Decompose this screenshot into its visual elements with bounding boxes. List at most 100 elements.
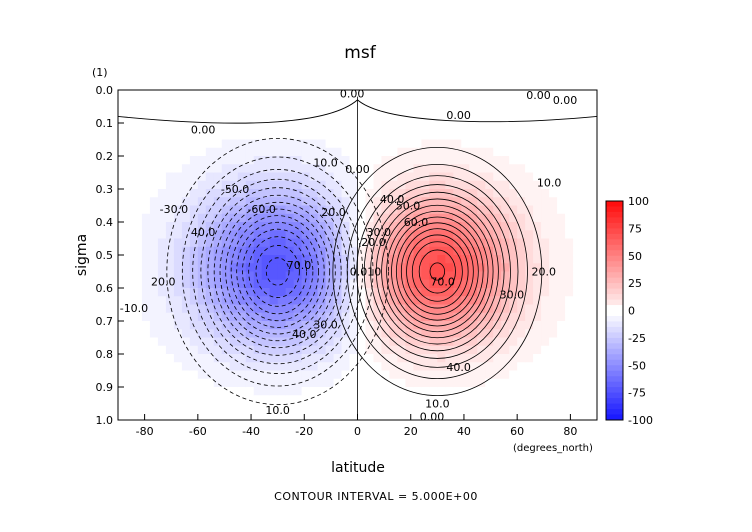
field-cell — [261, 271, 271, 281]
field-cell — [157, 321, 167, 330]
field-cell — [301, 139, 311, 149]
field-cell — [581, 378, 590, 388]
field-cell — [213, 139, 223, 149]
field-cell — [118, 296, 127, 306]
field-cell — [589, 164, 597, 174]
colorbar-swatch — [606, 392, 623, 399]
field-cell — [421, 279, 430, 289]
colorbar-swatch — [606, 244, 623, 251]
field-cell — [477, 230, 486, 240]
colorbar-swatch — [606, 217, 623, 224]
field-cell — [421, 106, 430, 116]
field-cell — [413, 246, 422, 256]
field-cell — [565, 180, 574, 190]
contour-ring — [248, 236, 308, 307]
field-cell — [349, 238, 359, 248]
field-cell — [437, 312, 446, 322]
field-cell — [429, 395, 438, 405]
field-cell — [581, 180, 590, 190]
field-cell — [213, 189, 223, 198]
field-cell — [477, 362, 486, 372]
field-cell — [525, 139, 534, 149]
field-cell — [349, 288, 359, 297]
field-cell — [493, 354, 502, 363]
field-cell — [277, 189, 287, 198]
field-cell — [149, 180, 159, 190]
field-cell — [189, 106, 199, 116]
field-cell — [349, 180, 359, 190]
field-cell — [509, 354, 518, 363]
field-cell — [341, 98, 351, 108]
field-cell — [317, 164, 327, 174]
field-cell — [485, 90, 494, 99]
field-cell — [453, 197, 462, 207]
field-cell — [269, 131, 279, 141]
field-cell — [509, 288, 518, 297]
field-cell — [189, 296, 199, 306]
field-cell — [357, 172, 367, 182]
field-cell — [517, 354, 526, 363]
field-cell — [413, 123, 422, 132]
field-cell — [229, 123, 239, 132]
field-cell — [157, 147, 167, 157]
field-cell — [157, 296, 167, 306]
field-cell — [181, 296, 191, 306]
field-cell — [445, 98, 454, 108]
field-cell — [165, 321, 175, 330]
field-cell — [373, 156, 383, 165]
field-cell — [301, 156, 311, 165]
field-cell — [525, 321, 534, 330]
field-cell — [365, 321, 375, 330]
field-cell — [269, 255, 279, 264]
field-cell — [277, 395, 287, 405]
contour-label: 60.0 — [404, 216, 429, 229]
x-unit-label: (degrees_north) — [513, 443, 593, 454]
field-cell — [133, 387, 143, 396]
field-cell — [477, 180, 486, 190]
field-cell — [301, 354, 311, 363]
field-cell — [549, 337, 558, 347]
field-cell — [205, 370, 215, 380]
field-cell — [437, 255, 446, 264]
field-cell — [285, 362, 295, 372]
field-cell — [118, 255, 127, 264]
field-cell — [125, 189, 135, 198]
field-cell — [381, 106, 391, 116]
field-cell — [205, 395, 215, 405]
field-cell — [541, 90, 550, 99]
field-cell — [581, 213, 590, 223]
field-cell — [245, 246, 255, 256]
field-cell — [501, 156, 510, 165]
field-cell — [565, 288, 574, 297]
field-cell — [205, 304, 215, 314]
field-cell — [261, 213, 271, 223]
field-cell — [517, 362, 526, 372]
field-cell — [221, 230, 231, 240]
contour-label: 0.00 — [191, 124, 216, 137]
field-cell — [461, 296, 470, 306]
field-cell — [309, 197, 319, 207]
field-cell — [573, 131, 582, 141]
colorbar-tick-label: 0 — [628, 305, 635, 318]
field-cell — [285, 296, 295, 306]
field-cell — [541, 411, 550, 420]
field-cell — [445, 123, 454, 132]
field-cell — [589, 131, 597, 141]
field-cell — [317, 296, 327, 306]
field-cell — [485, 378, 494, 388]
contour-label: 0.00 — [446, 109, 471, 122]
field-cell — [165, 189, 175, 198]
field-cell — [213, 106, 223, 116]
field-cell — [317, 279, 327, 289]
field-cell — [397, 147, 406, 157]
field-cell — [445, 90, 454, 99]
field-cell — [189, 131, 199, 141]
field-cell — [293, 403, 303, 413]
field-cell — [437, 180, 446, 190]
field-cell — [349, 230, 359, 240]
field-cell — [477, 246, 486, 256]
field-cell — [509, 230, 518, 240]
field-cell — [437, 395, 446, 405]
field-cell — [309, 90, 319, 99]
field-cell — [589, 329, 597, 339]
